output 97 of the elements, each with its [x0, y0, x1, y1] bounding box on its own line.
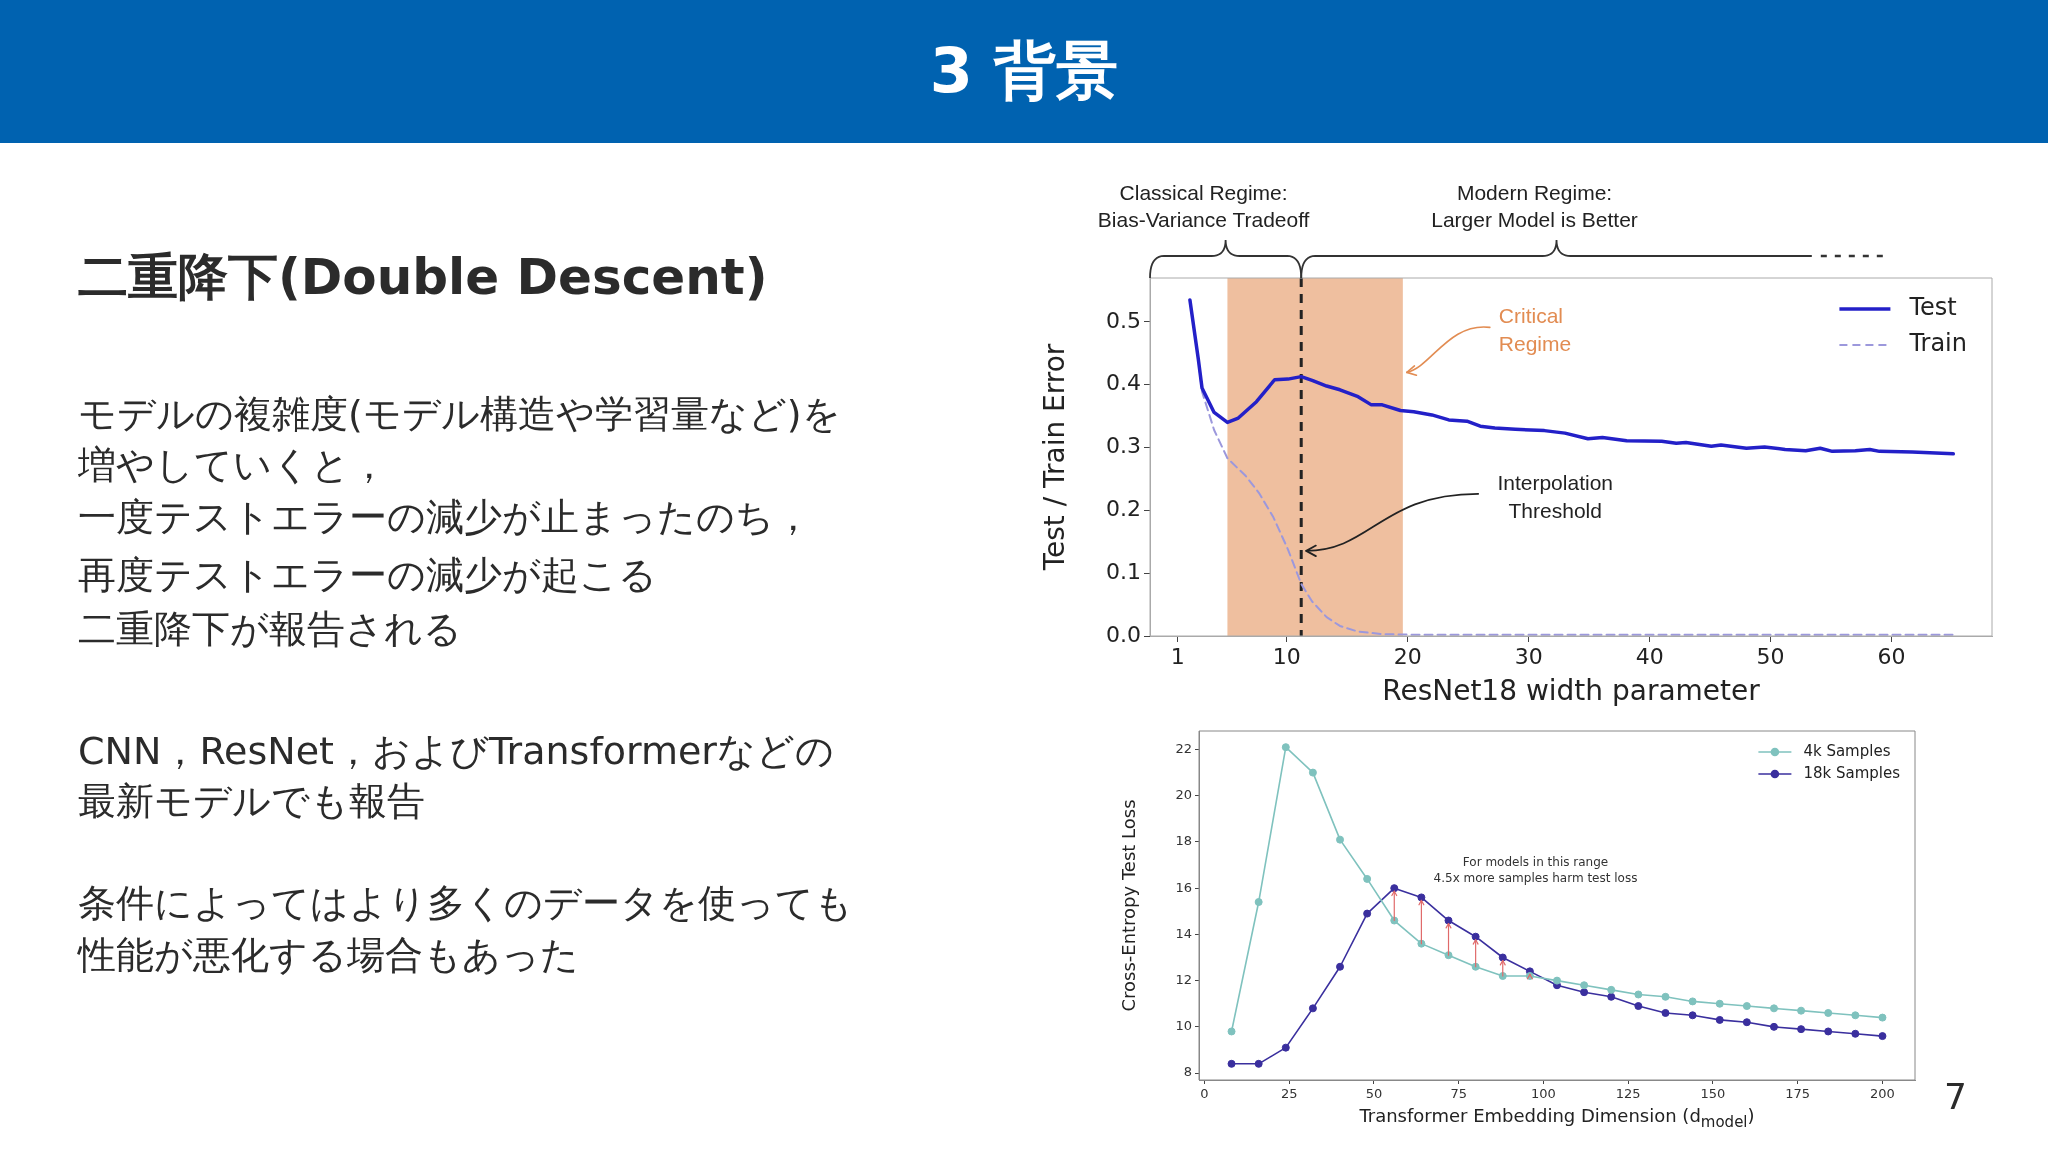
x-axis-title: ResNet18 width parameter [1382, 674, 1760, 707]
point [1281, 1043, 1290, 1052]
point [1634, 1002, 1643, 1011]
y-tick-label: 0.2 [1106, 496, 1141, 522]
legend-label: 18k Samples [1803, 763, 1901, 782]
point [1417, 893, 1426, 902]
x-tick-label: 60 [1877, 643, 1906, 669]
x-tick-label: 40 [1635, 643, 1664, 669]
point [1715, 999, 1724, 1008]
y-tick-label: 22 [1175, 740, 1192, 756]
point [1824, 1008, 1833, 1017]
x-tick-label: 175 [1785, 1086, 1811, 1102]
text: 性能が悪化する場合もあった [78, 932, 579, 979]
annotation: For models in this range 4.5x more samples harm test loss [1433, 855, 1638, 886]
point [1769, 1022, 1778, 1031]
point [1553, 976, 1561, 985]
point [1498, 953, 1507, 962]
point [1336, 835, 1345, 844]
point [1607, 992, 1616, 1001]
text: 条件によってはより多くのデータを使っても [78, 880, 853, 927]
text: Modern Regime: Larger Model is Better [1431, 180, 1638, 231]
point [1851, 1029, 1860, 1038]
y-tick-label: 10 [1175, 1018, 1192, 1034]
point [1688, 1011, 1697, 1020]
point [1715, 1015, 1724, 1024]
y-tick-label: 12 [1175, 971, 1192, 987]
point [1363, 874, 1372, 883]
point [1797, 1006, 1806, 1015]
text: 二重降下(Double Descent) [78, 248, 768, 307]
x-tick-label: 25 [1280, 1086, 1298, 1102]
text: Classical Regime: Bias-Variance Tradeoff [1097, 180, 1310, 231]
y-tick-label: 0.3 [1106, 433, 1141, 459]
y-tick-label: 0.0 [1106, 621, 1141, 647]
point [1878, 1032, 1887, 1041]
legend-label: 4k Samples [1803, 741, 1891, 760]
text: 3 背景 [929, 34, 1119, 108]
text: モデルの複雑度(モデル構造や学習量など)を [78, 391, 841, 438]
point [1797, 1025, 1806, 1034]
y-tick-label: 0.1 [1106, 558, 1141, 584]
text: 二重降下が報告される [78, 606, 462, 653]
x-tick-label: 125 [1615, 1086, 1641, 1102]
y-tick-label: 16 [1175, 879, 1192, 895]
y-axis-title: Cross-Entropy Test Loss [1118, 799, 1140, 1012]
y-tick-label: 0.4 [1106, 370, 1141, 396]
point [1851, 1011, 1860, 1020]
band-label: Critical Regime [1498, 304, 1572, 356]
point [1742, 1002, 1751, 1011]
point [1390, 884, 1399, 893]
x-tick-label: 200 [1870, 1086, 1895, 1102]
x-tick-label: 30 [1514, 643, 1543, 669]
ref-line-label: Interpolation Threshold [1497, 470, 1614, 522]
x-tick-label: 20 [1393, 643, 1422, 669]
text: 最新モデルでも報告 [78, 778, 425, 825]
text: 7 [1944, 1075, 1967, 1119]
point [1634, 990, 1643, 999]
x-tick-label: 50 [1756, 643, 1785, 669]
y-tick-label: 18 [1175, 833, 1192, 849]
x-axis-title: Transformer Embedding Dimension (d$_{model}$) [1359, 1105, 1755, 1131]
point [1227, 1027, 1236, 1036]
point [1607, 985, 1616, 994]
text: 一度テストエラーの減少が止まったのち， [78, 494, 812, 541]
point [1281, 743, 1290, 752]
point [1661, 1008, 1670, 1017]
point [1471, 932, 1480, 941]
x-tick-label: 150 [1700, 1086, 1726, 1102]
x-tick-label: 10 [1272, 643, 1301, 669]
point [1878, 1013, 1887, 1022]
y-tick-label: 8 [1183, 1064, 1192, 1080]
x-tick-label: 75 [1450, 1086, 1467, 1102]
x-tick-label: 0 [1200, 1086, 1209, 1102]
point [1769, 1004, 1778, 1013]
y-axis-title: Test / Train Error [1038, 343, 1072, 572]
legend-label: Train [1908, 329, 1968, 358]
legend-label: Test [1908, 293, 1957, 322]
y-tick-label: 14 [1175, 925, 1192, 941]
x-tick-label: 1 [1170, 643, 1185, 669]
point [1254, 898, 1263, 907]
text: CNN，ResNet，およびTransformerなどの [78, 728, 834, 775]
x-tick-label: 100 [1531, 1086, 1556, 1102]
text: 再度テストエラーの減少が起こる [78, 552, 657, 599]
point [1824, 1027, 1833, 1036]
x-tick-label: 50 [1365, 1086, 1383, 1102]
point [1580, 981, 1589, 990]
y-tick-label: 0.5 [1106, 307, 1141, 333]
point [1661, 992, 1670, 1001]
point [1227, 1059, 1236, 1068]
text: 増やしていくと， [78, 442, 388, 489]
y-tick-label: 20 [1175, 787, 1192, 803]
point [1742, 1018, 1751, 1027]
point [1308, 768, 1317, 777]
point [1308, 1004, 1317, 1013]
point [1336, 962, 1345, 971]
point [1363, 909, 1372, 918]
point [1254, 1059, 1263, 1068]
point [1580, 988, 1589, 997]
point [1688, 997, 1697, 1006]
point [1444, 916, 1453, 925]
